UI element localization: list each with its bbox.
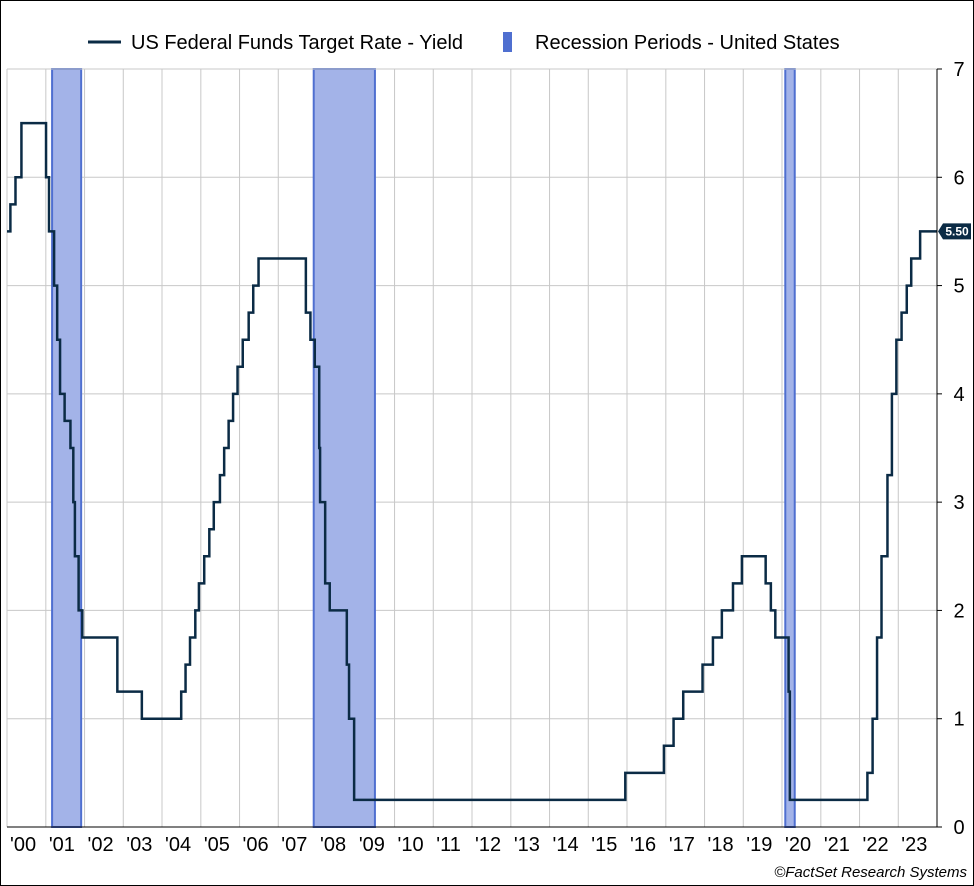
- y-tick-label: 1: [953, 709, 964, 731]
- legend-recession-swatch: [503, 32, 512, 52]
- x-tick-label: '15: [591, 834, 617, 856]
- last-value-badge: [938, 223, 971, 240]
- x-tick-label: '13: [514, 834, 540, 856]
- rate-series-line: [7, 121, 937, 802]
- legend: US Federal Funds Target Rate - Yield Rec…: [88, 32, 840, 54]
- x-tick-label: '01: [49, 834, 75, 856]
- x-tick-label: '04: [165, 834, 191, 856]
- x-tick-label: '21: [824, 834, 850, 856]
- x-tick-label: '08: [320, 834, 346, 856]
- x-tick-label: '02: [88, 834, 114, 856]
- x-tick-label: '06: [243, 834, 269, 856]
- x-tick-label: '17: [669, 834, 695, 856]
- x-tick-label: '19: [746, 834, 772, 856]
- x-tick-label: '16: [630, 834, 656, 856]
- y-tick-label: 3: [953, 492, 964, 514]
- y-tick-label: 7: [953, 59, 964, 81]
- x-tick-label: '09: [359, 834, 385, 856]
- y-tick-label: 6: [953, 167, 964, 189]
- x-tick-label: '03: [126, 834, 152, 856]
- y-tick-label: 4: [953, 384, 964, 406]
- last-value-label: 5.50: [945, 224, 969, 238]
- x-tick-label: '12: [475, 834, 501, 856]
- x-tick-label: '22: [863, 834, 889, 856]
- legend-entry-rate: US Federal Funds Target Rate - Yield: [131, 32, 463, 54]
- legend-entry-recession: Recession Periods - United States: [535, 32, 840, 54]
- y-tick-label: 5: [953, 276, 964, 298]
- x-tick-label: '10: [398, 834, 424, 856]
- y-tick-label: 2: [953, 600, 964, 622]
- x-tick-label: '20: [785, 834, 811, 856]
- copyright-text: ©FactSet Research Systems: [774, 864, 967, 881]
- x-tick-label: '00: [10, 834, 36, 856]
- x-tick-label: '18: [708, 834, 734, 856]
- recession-band: [51, 68, 83, 828]
- x-tick-label: '11: [436, 834, 461, 856]
- y-tick-label: 0: [953, 817, 964, 839]
- recession-band: [312, 68, 376, 828]
- x-tick-label: '14: [553, 834, 579, 856]
- x-tick-label: '23: [901, 834, 927, 856]
- x-tick-label: '05: [204, 834, 230, 856]
- x-tick-label: '07: [281, 834, 307, 856]
- plot-area: 0 1 2 3 4 5 6 7 '00 '01 '02 '03 '04 '05 '06 '07 '08 '09 '1…: [6, 59, 971, 856]
